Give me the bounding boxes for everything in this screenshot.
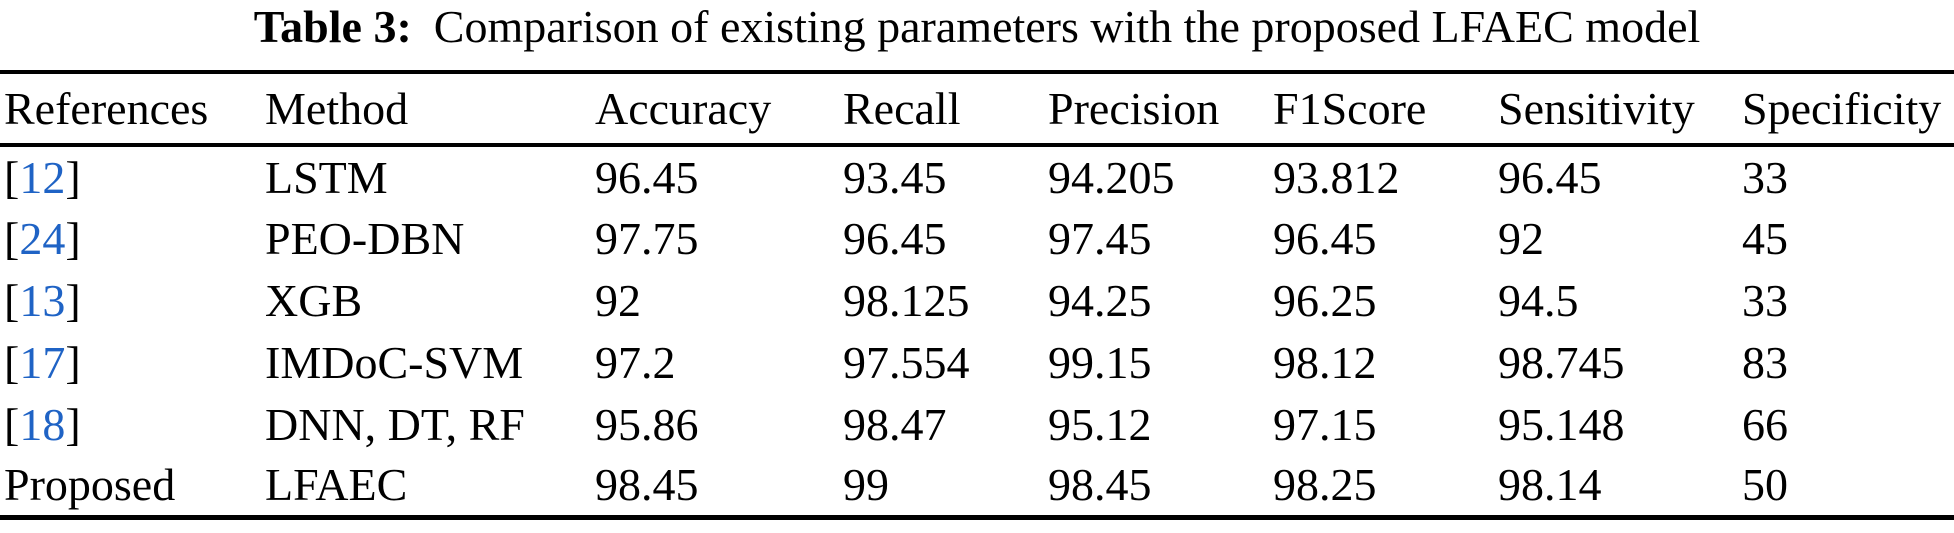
column-header-f1score: F1Score [1273,83,1427,134]
sensitivity-cell: 95.148 [1498,398,1625,450]
f1score-cell: 96.25 [1273,274,1377,326]
method-cell: IMDoC-SVM [265,336,524,388]
citation-bracket-close: ] [65,212,81,264]
specificity-cell: 50 [1742,459,1788,511]
recall-cell: 97.554 [843,336,970,388]
precision-cell: 94.25 [1048,274,1152,326]
table-row: [17] IMDoC-SVM 97.2 97.554 99.15 98.12 9… [0,331,1954,393]
reference-cell: Proposed [0,455,265,517]
specificity-cell: 33 [1742,274,1788,326]
specificity-cell: 33 [1742,151,1788,203]
citation-bracket-close: ] [65,274,81,326]
reference-cell: [18] [0,393,265,455]
precision-cell: 97.45 [1048,212,1152,264]
column-header-precision: Precision [1048,83,1220,134]
citation-bracket-close: ] [65,398,81,450]
citation-bracket-open: [ [4,212,20,264]
method-cell: XGB [265,274,363,326]
recall-cell: 96.45 [843,212,947,264]
table-row: [12] LSTM 96.45 93.45 94.205 93.812 96.4… [0,145,1954,207]
citation-link[interactable]: 18 [19,398,66,450]
header-row: References Method Accuracy Recall Precis… [0,72,1954,145]
f1score-cell: 98.12 [1273,336,1377,388]
citation-link[interactable]: 12 [19,151,66,203]
recall-cell: 98.125 [843,274,970,326]
column-header-specificity: Specificity [1742,83,1942,134]
accuracy-cell: 97.2 [595,336,676,388]
table-caption-label: Table 3: [253,1,412,52]
f1score-cell: 97.15 [1273,398,1377,450]
precision-cell: 98.45 [1048,459,1152,511]
method-cell: PEO-DBN [265,212,465,264]
column-header-accuracy: Accuracy [595,83,772,134]
reference-cell: [24] [0,207,265,269]
column-header-sensitivity: Sensitivity [1498,83,1695,134]
sensitivity-cell: 96.45 [1498,151,1602,203]
f1score-cell: 93.812 [1273,151,1400,203]
accuracy-cell: 96.45 [595,151,699,203]
table-row: [13] XGB 92 98.125 94.25 96.25 94.5 33 [0,269,1954,331]
recall-cell: 99 [843,459,889,511]
accuracy-cell: 98.45 [595,459,699,511]
recall-cell: 98.47 [843,398,947,450]
reference-cell: [13] [0,269,265,331]
table-row: [18] DNN, DT, RF 95.86 98.47 95.12 97.15… [0,393,1954,455]
citation-bracket-close: ] [65,336,81,388]
precision-cell: 99.15 [1048,336,1152,388]
sensitivity-cell: 92 [1498,212,1544,264]
citation-bracket-open: [ [4,336,20,388]
precision-cell: 94.205 [1048,151,1175,203]
citation-bracket-open: [ [4,274,20,326]
precision-cell: 95.12 [1048,398,1152,450]
column-header-method: Method [265,83,409,134]
citation-bracket-close: ] [65,151,81,203]
accuracy-cell: 95.86 [595,398,699,450]
specificity-cell: 45 [1742,212,1788,264]
sensitivity-cell: 98.745 [1498,336,1625,388]
table-row: [24] PEO-DBN 97.75 96.45 97.45 96.45 92 … [0,207,1954,269]
reference-cell: [12] [0,145,265,207]
table-header: References Method Accuracy Recall Precis… [0,72,1954,145]
accuracy-cell: 97.75 [595,212,699,264]
recall-cell: 93.45 [843,151,947,203]
table-caption: Table 3: Comparison of existing parameter… [0,0,1954,70]
sensitivity-cell: 98.14 [1498,459,1602,511]
f1score-cell: 98.25 [1273,459,1377,511]
method-cell: LSTM [265,151,388,203]
sensitivity-cell: 94.5 [1498,274,1579,326]
table-caption-text: Comparison of existing parameters with t… [433,1,1701,52]
reference-cell: [17] [0,331,265,393]
accuracy-cell: 92 [595,274,641,326]
citation-link: Proposed [4,459,176,511]
table-row: Proposed LFAEC 98.45 99 98.45 98.25 98.1… [0,455,1954,517]
comparison-table: References Method Accuracy Recall Precis… [0,70,1954,520]
method-cell: LFAEC [265,459,408,511]
citation-link[interactable]: 13 [19,274,66,326]
specificity-cell: 83 [1742,336,1788,388]
table-body: [12] LSTM 96.45 93.45 94.205 93.812 96.4… [0,145,1954,517]
method-cell: DNN, DT, RF [265,398,525,450]
citation-bracket-open: [ [4,398,20,450]
citation-bracket-open: [ [4,151,20,203]
citation-link[interactable]: 17 [19,336,66,388]
column-header-recall: Recall [843,83,961,134]
column-header-references: References [4,83,209,134]
specificity-cell: 66 [1742,398,1788,450]
f1score-cell: 96.45 [1273,212,1377,264]
citation-link[interactable]: 24 [19,212,66,264]
